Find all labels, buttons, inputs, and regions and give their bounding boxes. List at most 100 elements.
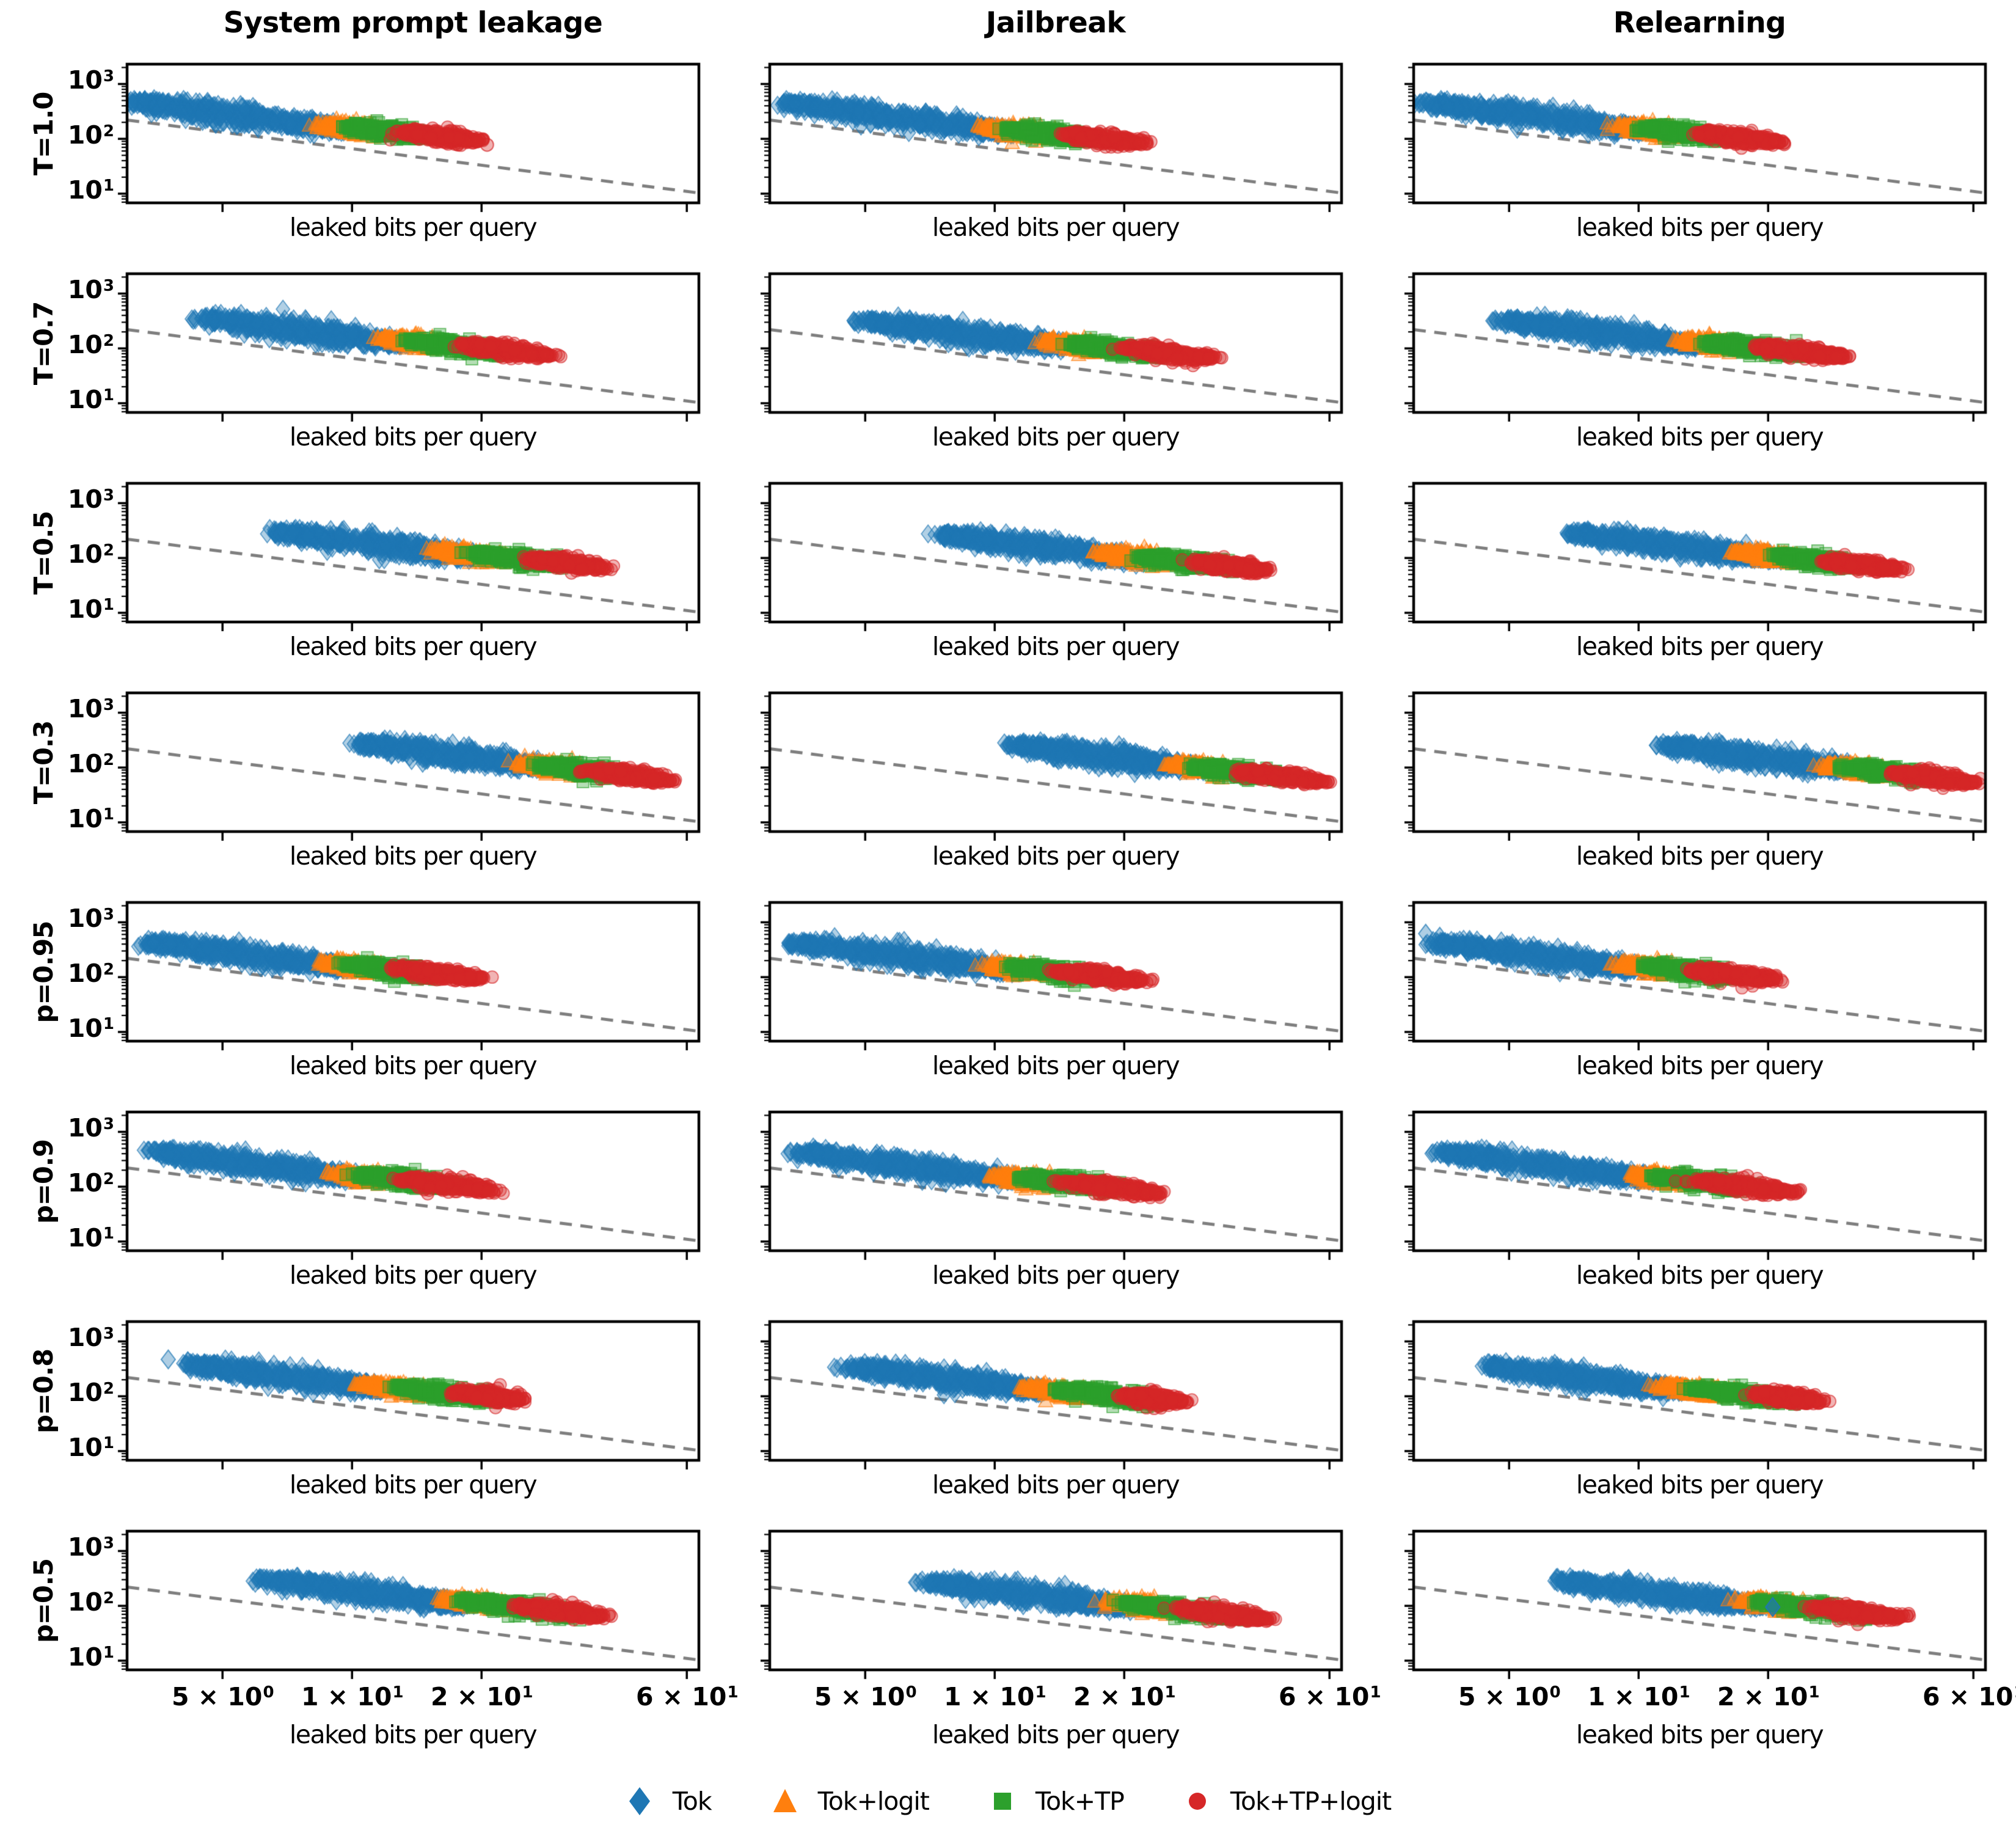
x-axis-label: leaked bits per query (289, 1720, 538, 1749)
x-tick-label-base: 2 × 10 (1717, 1682, 1808, 1711)
y-tick-label-exp: 1 (103, 1644, 114, 1663)
plot-canvas-r2c2 (1398, 468, 2001, 637)
plot-canvas-r3c1 (754, 678, 1357, 847)
legend-marker-triangle-icon (773, 1789, 797, 1812)
y-tick-label-base: 10 (67, 1323, 103, 1353)
column-title: Relearning (1613, 6, 1786, 40)
y-tick-label-base: 10 (67, 1378, 103, 1408)
plot-canvas-r3c0 (112, 678, 714, 847)
y-tick-label-exp: 1 (103, 596, 114, 615)
y-tick-label: 103 (10, 694, 114, 723)
x-tick-label-exp: 0 (263, 1683, 274, 1702)
y-tick-label: 103 (10, 1323, 114, 1352)
x-tick-label-exp: 1 (727, 1683, 739, 1702)
subplot-r3c0 (112, 678, 714, 847)
legend-item-tok-tp: Tok+TP (988, 1787, 1125, 1816)
x-tick-label-exp: 1 (1164, 1683, 1176, 1702)
y-tick-label: 103 (10, 904, 114, 933)
x-tick-label: 5 × 100 (137, 1682, 308, 1711)
y-tick-label: 103 (10, 65, 114, 95)
y-tick-label-exp: 3 (103, 276, 114, 295)
x-axis-label: leaked bits per query (1576, 1470, 1824, 1499)
y-tick-label-base: 10 (67, 540, 103, 569)
subplot-r6c0 (112, 1306, 714, 1476)
plot-canvas-r5c0 (112, 1097, 714, 1266)
y-tick-label: 103 (10, 275, 114, 304)
subplot-r2c1 (754, 468, 1357, 637)
y-tick-label: 103 (10, 1113, 114, 1143)
x-tick-label: 1 × 101 (1553, 1682, 1724, 1711)
subplot-r6c2 (1398, 1306, 2001, 1476)
y-tick-label-exp: 3 (103, 1114, 114, 1133)
y-tick-label: 101 (10, 595, 114, 624)
x-axis-label: leaked bits per query (932, 1470, 1180, 1499)
y-tick-label: 101 (10, 175, 114, 205)
plot-canvas-r4c1 (754, 887, 1357, 1056)
y-tick-label-exp: 1 (103, 1224, 114, 1243)
x-tick-label-exp: 1 (1808, 1683, 1820, 1702)
y-tick-label: 102 (10, 1587, 114, 1617)
subplot-r5c0 (112, 1097, 714, 1266)
x-tick-label: 6 × 101 (601, 1682, 772, 1711)
plot-canvas-r0c2 (1398, 49, 2001, 218)
x-tick-label-exp: 1 (1035, 1683, 1046, 1702)
x-tick-label-base: 5 × 10 (171, 1682, 263, 1711)
y-tick-label: 102 (10, 330, 114, 359)
y-tick-label-exp: 2 (103, 960, 114, 979)
y-tick-label-exp: 2 (103, 331, 114, 350)
x-axis-label: leaked bits per query (289, 841, 538, 871)
y-tick-label-base: 10 (67, 120, 103, 150)
subplot-r1c0 (112, 258, 714, 428)
plot-canvas-r7c1 (754, 1516, 1357, 1685)
y-tick-label: 101 (10, 1433, 114, 1462)
y-tick-label: 102 (10, 120, 114, 150)
plot-canvas-r3c2 (1398, 678, 2001, 847)
x-axis-label: leaked bits per query (1576, 632, 1824, 661)
x-axis-label: leaked bits per query (1576, 1720, 1824, 1749)
y-tick-label-base: 10 (67, 175, 103, 205)
y-tick-label-exp: 3 (103, 1324, 114, 1343)
x-axis-label: leaked bits per query (932, 1051, 1180, 1080)
y-tick-label-exp: 2 (103, 122, 114, 141)
y-tick-label-exp: 3 (103, 695, 114, 714)
y-tick-label: 101 (10, 804, 114, 833)
x-tick-label-exp: 1 (1679, 1683, 1690, 1702)
plot-canvas-r1c1 (754, 258, 1357, 428)
subplot-r1c1 (754, 258, 1357, 428)
y-tick-label-base: 10 (67, 1013, 103, 1043)
legend-label: Tok (672, 1787, 712, 1816)
y-tick-label-base: 10 (67, 749, 103, 779)
y-tick-label-exp: 1 (103, 177, 114, 196)
x-axis-label: leaked bits per query (289, 1260, 538, 1290)
x-tick-label: 5 × 100 (780, 1682, 951, 1711)
legend-label: Tok+TP (1035, 1787, 1125, 1816)
legend-label: Tok+logit (817, 1787, 930, 1816)
subplot-r4c2 (1398, 887, 2001, 1056)
legend-marker-circle-icon (1188, 1793, 1206, 1810)
subplot-r7c1 (754, 1516, 1357, 1685)
plot-canvas-r4c0 (112, 887, 714, 1056)
x-tick-label-base: 2 × 10 (1073, 1682, 1164, 1711)
y-tick-label-base: 10 (67, 1223, 103, 1253)
y-tick-label-base: 10 (67, 1532, 103, 1562)
plot-canvas-r5c1 (754, 1097, 1357, 1266)
y-tick-label: 101 (10, 1014, 114, 1043)
plot-canvas-r7c2 (1398, 1516, 2001, 1685)
subplot-r2c2 (1398, 468, 2001, 637)
y-tick-label-exp: 3 (103, 486, 114, 505)
x-tick-label: 2 × 101 (1039, 1682, 1210, 1711)
y-tick-label-exp: 2 (103, 1589, 114, 1608)
legend-item-tok-tp-logit: Tok+TP+logit (1183, 1787, 1392, 1816)
plot-canvas-r4c2 (1398, 887, 2001, 1056)
y-tick-label: 102 (10, 749, 114, 778)
plot-canvas-r5c2 (1398, 1097, 2001, 1266)
y-tick-label-exp: 2 (103, 1169, 114, 1188)
plot-canvas-r6c1 (754, 1306, 1357, 1476)
plot-canvas-r2c0 (112, 468, 714, 637)
x-tick-label-base: 6 × 10 (1922, 1682, 2014, 1711)
subplot-r4c0 (112, 887, 714, 1056)
plot-canvas-r2c1 (754, 468, 1357, 637)
subplot-r1c2 (1398, 258, 2001, 428)
x-tick-label-exp: 1 (1370, 1683, 1381, 1702)
